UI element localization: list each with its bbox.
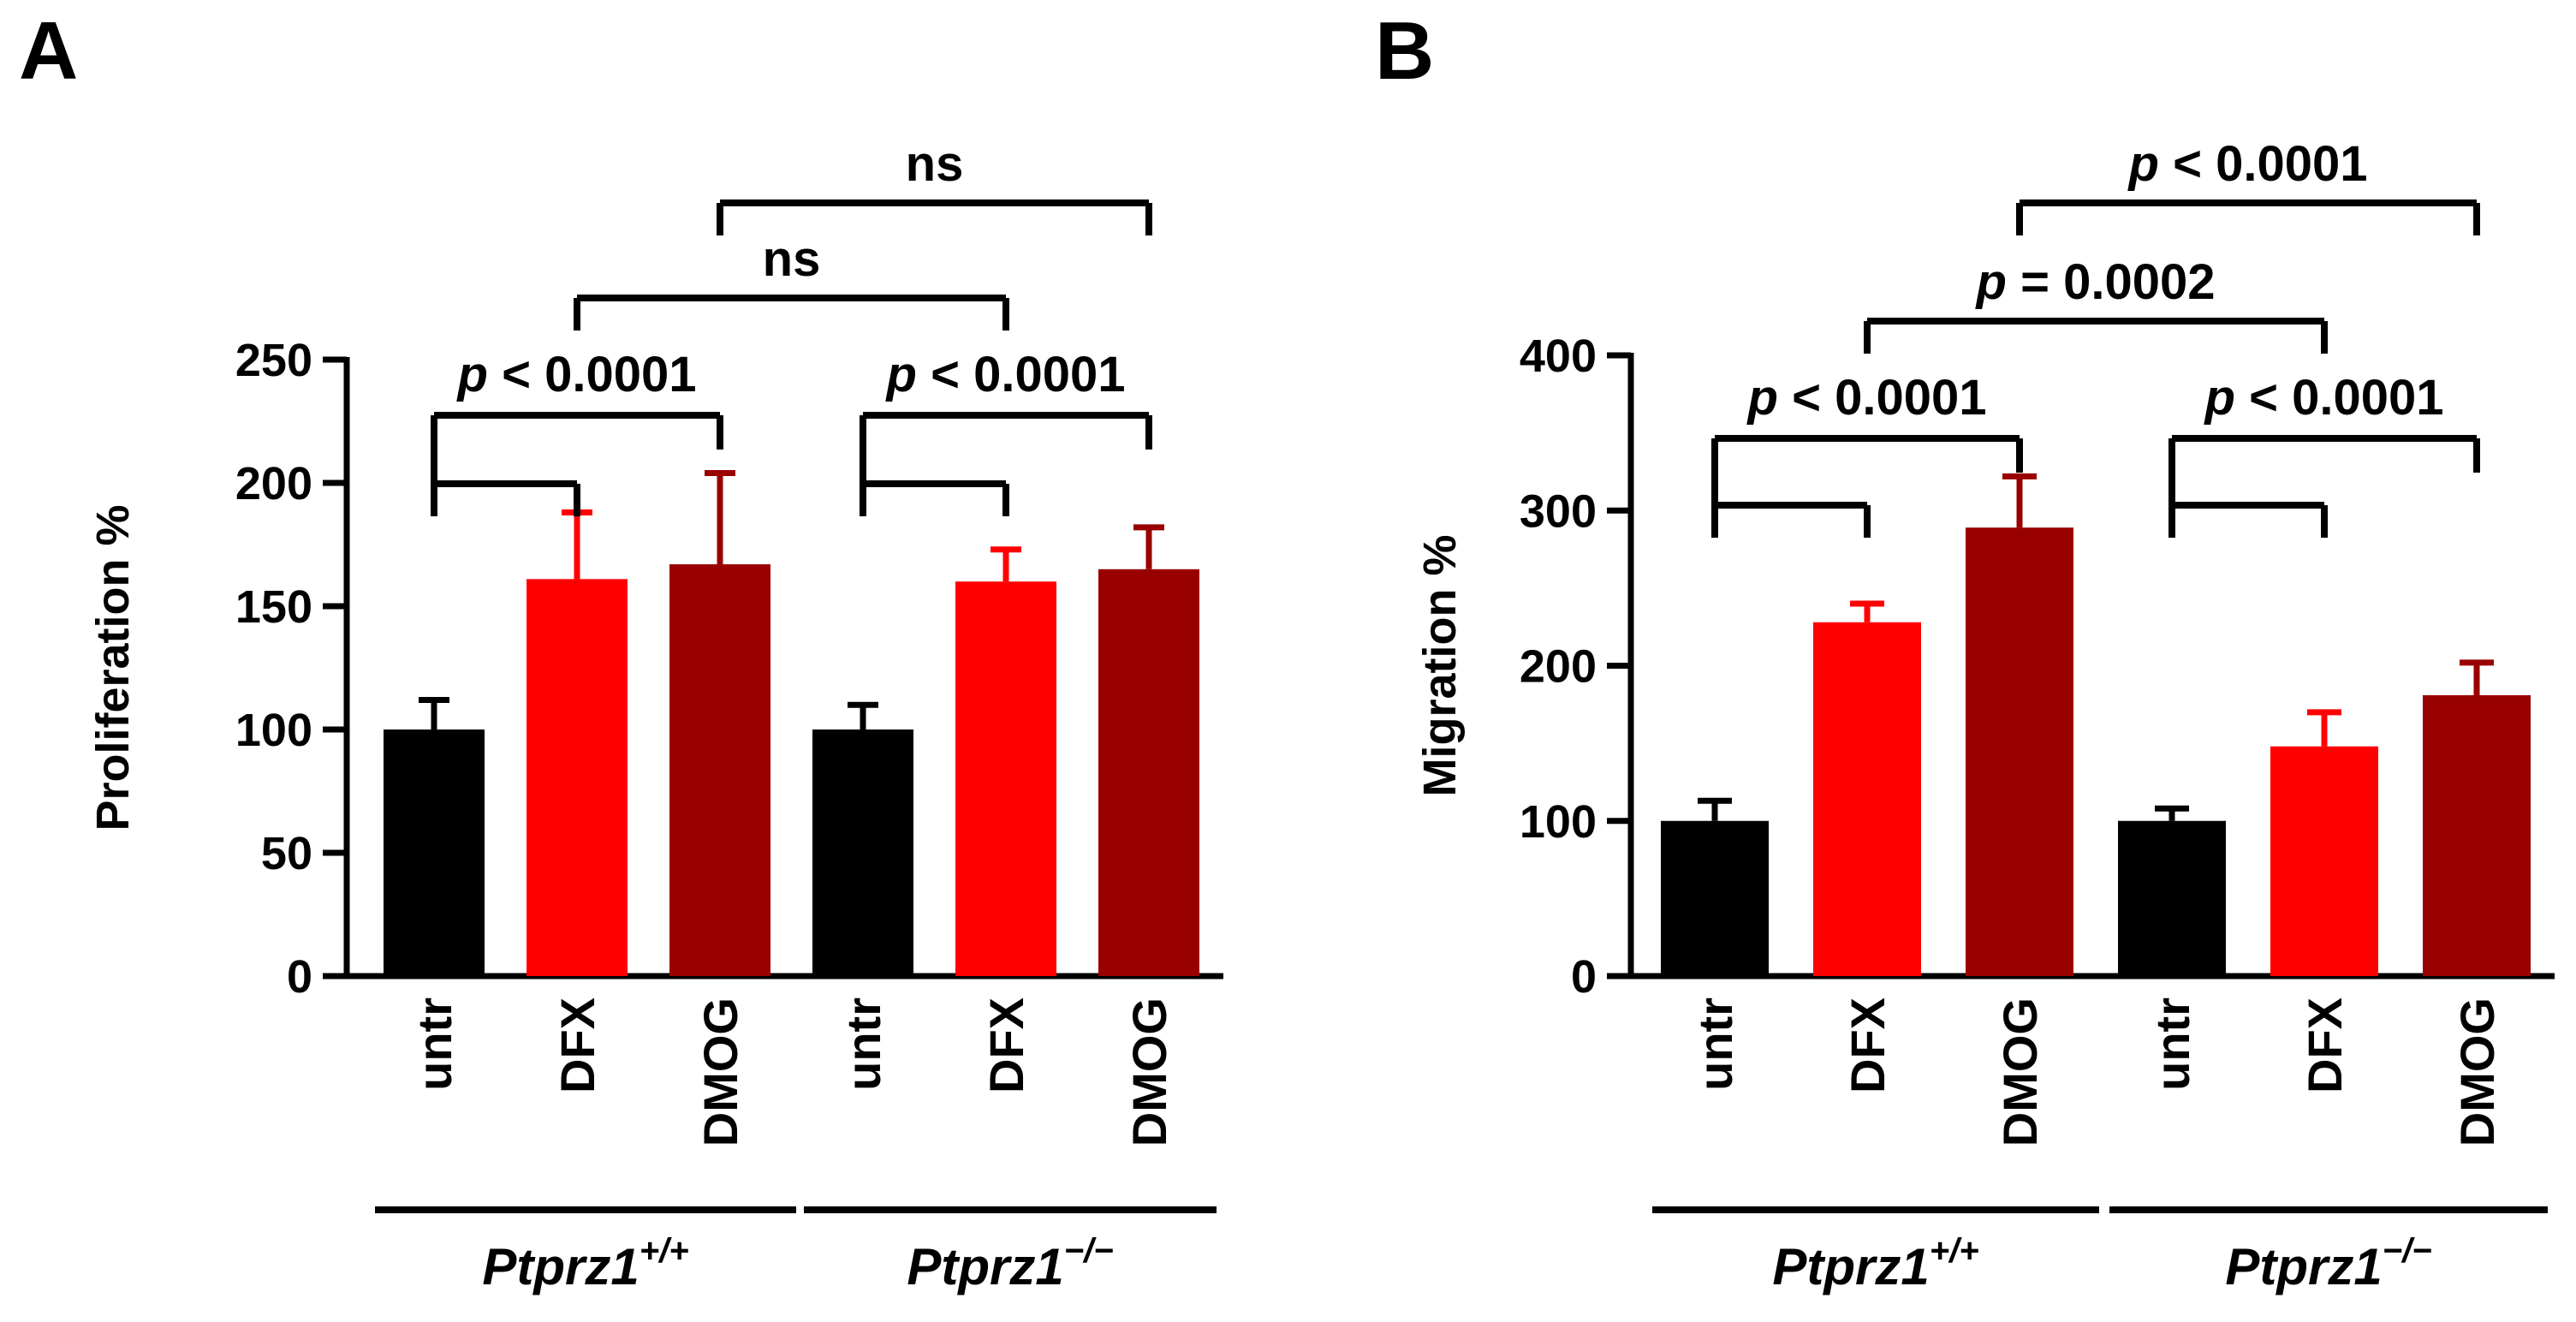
y-tick-label: 300 <box>1520 485 1597 537</box>
y-tick-label: 200 <box>235 458 312 509</box>
category-label-2: DMOG <box>693 997 747 1146</box>
sig-label-1: p < 0.0001 <box>2204 370 2444 426</box>
sig-label-2: ns <box>763 231 821 287</box>
bar-2 <box>1966 527 2073 976</box>
sig-p: p <box>2127 136 2159 192</box>
category-label-4: DFX <box>2298 997 2352 1093</box>
bar-5 <box>1098 569 1199 976</box>
sig-value: < 0.0001 <box>488 347 697 402</box>
sig-label-3: ns <box>906 136 964 192</box>
sig-p: p <box>2204 370 2235 426</box>
group-gene: Ptprz1 <box>1772 1238 1929 1295</box>
group-gene: Ptprz1 <box>482 1238 639 1295</box>
sig-p: p <box>885 347 917 402</box>
category-label-0: untr <box>1688 997 1742 1091</box>
sig-value: ns <box>763 231 821 287</box>
category-label-3: untr <box>836 997 890 1091</box>
bar-0 <box>384 729 485 976</box>
category-label-5: DMOG <box>1122 997 1176 1146</box>
y-axis-title: Migration % <box>1414 535 1466 797</box>
group-label-1: Ptprz1−/− <box>2225 1232 2431 1295</box>
group-label-1: Ptprz1−/− <box>907 1232 1113 1295</box>
y-tick-label: 150 <box>235 581 312 633</box>
bar-1 <box>1813 622 1921 976</box>
category-label-3: untr <box>2145 997 2199 1091</box>
group-genotype: +/+ <box>1930 1232 1979 1270</box>
group-genotype: −/− <box>2383 1232 2432 1270</box>
bar-5 <box>2423 694 2531 976</box>
y-tick-label: 200 <box>1520 641 1597 693</box>
bar-3 <box>812 729 913 976</box>
sig-label-1: p < 0.0001 <box>885 347 1126 402</box>
sig-value: ns <box>906 136 964 192</box>
panel-a: A 0 50 100 150 200 250 Proliferation % untr DFX DM… <box>19 5 1223 1295</box>
y-axis-title: Proliferation % <box>87 504 139 831</box>
y-tick-label: 100 <box>235 705 312 756</box>
y-tick-label: 50 <box>261 828 312 879</box>
y-tick-label: 0 <box>1571 951 1597 1003</box>
sig-value: < 0.0001 <box>2159 136 2368 192</box>
group-genotype: +/+ <box>640 1232 689 1270</box>
sig-label-3: p < 0.0001 <box>2127 136 2368 192</box>
category-label-0: untr <box>408 997 461 1091</box>
sig-label-0: p < 0.0001 <box>456 347 697 402</box>
group-label-0: Ptprz1+/+ <box>482 1232 688 1295</box>
panel-letter: A <box>19 5 78 97</box>
category-label-1: DFX <box>1841 997 1895 1093</box>
bar-1 <box>527 579 628 976</box>
group-gene: Ptprz1 <box>907 1238 1063 1295</box>
bar-3 <box>2118 820 2226 976</box>
sig-value: < 0.0001 <box>917 347 1126 402</box>
y-tick-label: 250 <box>235 335 312 386</box>
sig-label-0: p < 0.0001 <box>1746 370 1987 426</box>
category-label-5: DMOG <box>2450 997 2504 1146</box>
sig-p: p <box>456 347 488 402</box>
bar-4 <box>955 581 1056 976</box>
y-tick-label: 0 <box>287 951 312 1003</box>
y-tick-label: 400 <box>1520 330 1597 382</box>
bar-2 <box>669 564 770 976</box>
y-tick-label: 100 <box>1520 796 1597 848</box>
sig-label-2: p = 0.0002 <box>1975 254 2216 310</box>
sig-value: = 0.0002 <box>2007 254 2216 310</box>
panel-b: B 0 100 200 300 400 Migration % untr DFX DMOG untr… <box>1375 5 2555 1295</box>
category-label-4: DFX <box>979 997 1033 1093</box>
group-label-0: Ptprz1+/+ <box>1772 1232 1978 1295</box>
sig-value: < 0.0001 <box>1778 370 1987 426</box>
sig-p: p <box>1975 254 2007 310</box>
group-gene: Ptprz1 <box>2225 1238 2382 1295</box>
group-genotype: −/− <box>1064 1232 1114 1270</box>
sig-value: < 0.0001 <box>2235 370 2444 426</box>
panel-letter: B <box>1375 5 1434 97</box>
bar-0 <box>1661 820 1769 976</box>
bar-4 <box>2270 746 2378 976</box>
category-label-1: DFX <box>550 997 604 1093</box>
sig-p: p <box>1746 370 1778 426</box>
category-label-2: DMOG <box>1993 997 2047 1146</box>
